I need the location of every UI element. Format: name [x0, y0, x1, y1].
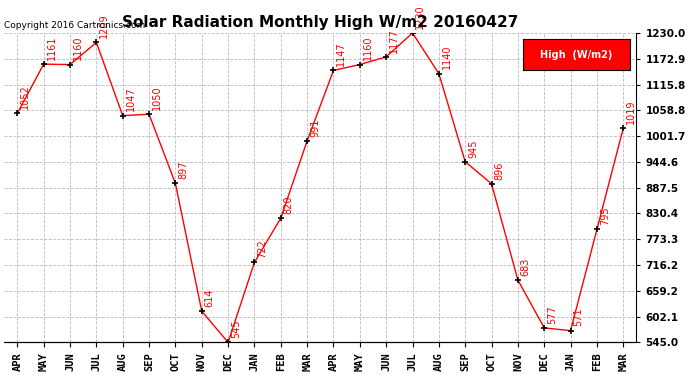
Text: 945: 945 [468, 139, 478, 158]
Text: 722: 722 [257, 240, 267, 258]
Text: 991: 991 [310, 118, 320, 137]
Text: 820: 820 [284, 195, 293, 214]
Text: 1147: 1147 [336, 42, 346, 66]
Text: 1050: 1050 [152, 86, 162, 110]
Text: 683: 683 [521, 258, 531, 276]
Text: 1230: 1230 [415, 4, 425, 29]
Text: 1047: 1047 [126, 87, 135, 111]
Text: 577: 577 [547, 305, 557, 324]
Text: 897: 897 [178, 161, 188, 179]
Title: Solar Radiation Monthly High W/m2 20160427: Solar Radiation Monthly High W/m2 201604… [122, 15, 518, 30]
Text: 795: 795 [600, 207, 610, 225]
Text: 1160: 1160 [73, 36, 83, 60]
Text: 1209: 1209 [99, 13, 109, 38]
Text: 1177: 1177 [389, 28, 399, 53]
Text: 1140: 1140 [442, 45, 452, 69]
Text: 1160: 1160 [362, 36, 373, 60]
Text: 614: 614 [204, 289, 215, 307]
Text: 896: 896 [494, 161, 504, 180]
Text: 571: 571 [573, 308, 583, 327]
Text: 1161: 1161 [46, 36, 57, 60]
Text: 1052: 1052 [20, 84, 30, 109]
Text: Copyright 2016 Cartronics.com: Copyright 2016 Cartronics.com [4, 21, 146, 30]
Text: 545: 545 [231, 320, 241, 338]
Text: 1019: 1019 [626, 100, 636, 124]
